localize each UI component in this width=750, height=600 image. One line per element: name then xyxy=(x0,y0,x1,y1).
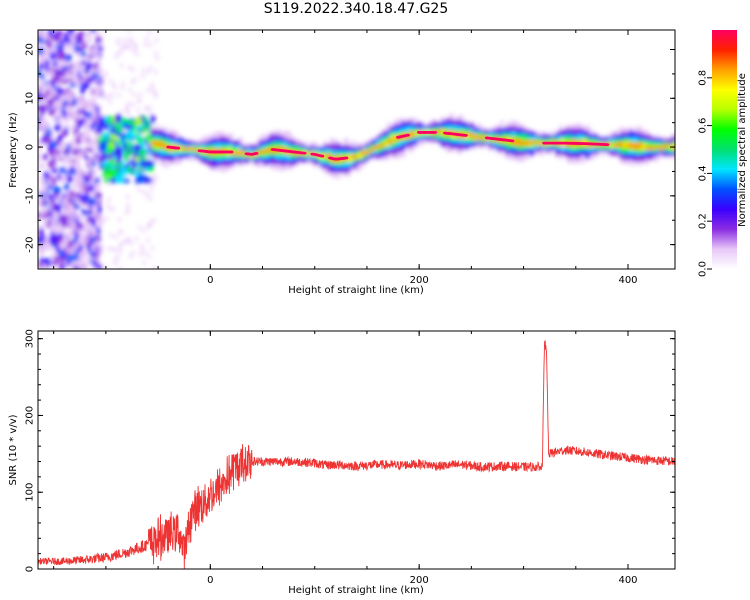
snr-xtick-label: 400 xyxy=(618,575,637,586)
colorbar-label: Normalized spectral amplitude xyxy=(737,73,748,227)
colorbar-tick-label: 0.6 xyxy=(698,118,709,134)
snr-ylabel: SNR (10 * v/v) xyxy=(8,414,19,485)
spectrogram-ytick-label: 0 xyxy=(25,144,36,150)
spectrogram-ytick-label: 10 xyxy=(25,92,36,105)
snr-series-line xyxy=(38,340,675,569)
snr-axes: 0 200 400 0 100 200 300 xyxy=(25,329,675,586)
snr-line-area xyxy=(38,340,675,569)
snr-xtick-label: 200 xyxy=(410,575,429,586)
spectrogram-ytick-label: 20 xyxy=(25,43,36,56)
spectrogram-xtick-label: 200 xyxy=(410,275,429,286)
spectrogram-frame xyxy=(37,29,676,270)
snr-ytick-label: 100 xyxy=(25,483,36,502)
snr-ytick-label: 300 xyxy=(25,329,36,348)
spectrogram-xtick-label: 0 xyxy=(207,275,213,286)
snr-ytick-label: 200 xyxy=(25,406,36,425)
chart-title: S119.2022.340.18.47.G25 xyxy=(264,1,449,17)
snr-xlabel: Height of straight line (km) xyxy=(288,585,424,596)
spectrogram-xtick-label: 400 xyxy=(618,275,637,286)
spectrogram-ytick-label: -20 xyxy=(25,236,36,252)
snr-xtick-label: 0 xyxy=(207,575,213,586)
colorbar-tick-label: 0.0 xyxy=(698,261,709,277)
colorbar: 0.0 0.2 0.4 0.6 0.8 Normalized spectral ampl… xyxy=(698,30,748,277)
colorbar-tick-label: 0.2 xyxy=(698,213,709,229)
colorbar-scale xyxy=(712,30,737,269)
snr-panel: 0 200 400 0 100 200 300 Height of straight lin… xyxy=(8,329,676,596)
snr-ytick-label: 0 xyxy=(25,566,36,572)
spectrogram-ytick-label: -10 xyxy=(25,188,36,204)
colorbar-tick-label: 0.8 xyxy=(698,70,709,86)
spectrogram-panel: 0 200 400 -20 -10 0 10 20 Height of straight li… xyxy=(8,29,676,296)
colorbar-ticks: 0.0 0.2 0.4 0.6 0.8 xyxy=(698,70,712,277)
spectrogram-xlabel: Height of straight line (km) xyxy=(288,285,424,296)
spectrogram-ylabel: Frequency (Hz) xyxy=(8,112,19,188)
spectrogram-heatmap xyxy=(38,30,675,269)
colorbar-tick-label: 0.4 xyxy=(698,165,709,181)
snr-frame xyxy=(37,330,676,570)
